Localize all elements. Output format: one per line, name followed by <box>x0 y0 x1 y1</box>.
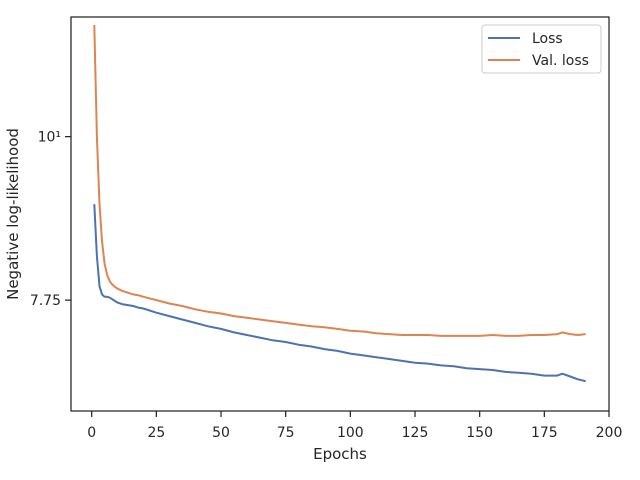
x-tick-label: 175 <box>531 425 558 441</box>
x-tick-label: 200 <box>596 425 623 441</box>
y-axis-label: Negative log-likelihood <box>4 128 22 300</box>
x-tick-label: 75 <box>277 425 295 441</box>
x-tick-label: 150 <box>466 425 493 441</box>
series-line-0 <box>93 204 586 383</box>
x-tick-label: 100 <box>337 425 364 441</box>
y-axis: 7.75 10¹ <box>30 130 71 309</box>
series-lines <box>93 24 586 383</box>
legend: Loss Val. loss <box>481 24 602 74</box>
x-axis-label: Epochs <box>313 445 367 463</box>
x-axis: 0 25 50 75 100 125 150 175 200 <box>87 411 622 441</box>
legend-label: Val. loss <box>532 53 589 69</box>
x-tick-label: 0 <box>87 425 96 441</box>
y-tick-label: 7.75 <box>30 293 61 309</box>
y-tick-label: 10¹ <box>38 130 61 146</box>
series-line-1 <box>93 24 586 337</box>
x-tick-label: 25 <box>147 425 165 441</box>
legend-label: Loss <box>532 31 563 47</box>
x-tick-label: 125 <box>402 425 429 441</box>
x-tick-label: 50 <box>212 425 230 441</box>
plot-area <box>70 16 610 412</box>
